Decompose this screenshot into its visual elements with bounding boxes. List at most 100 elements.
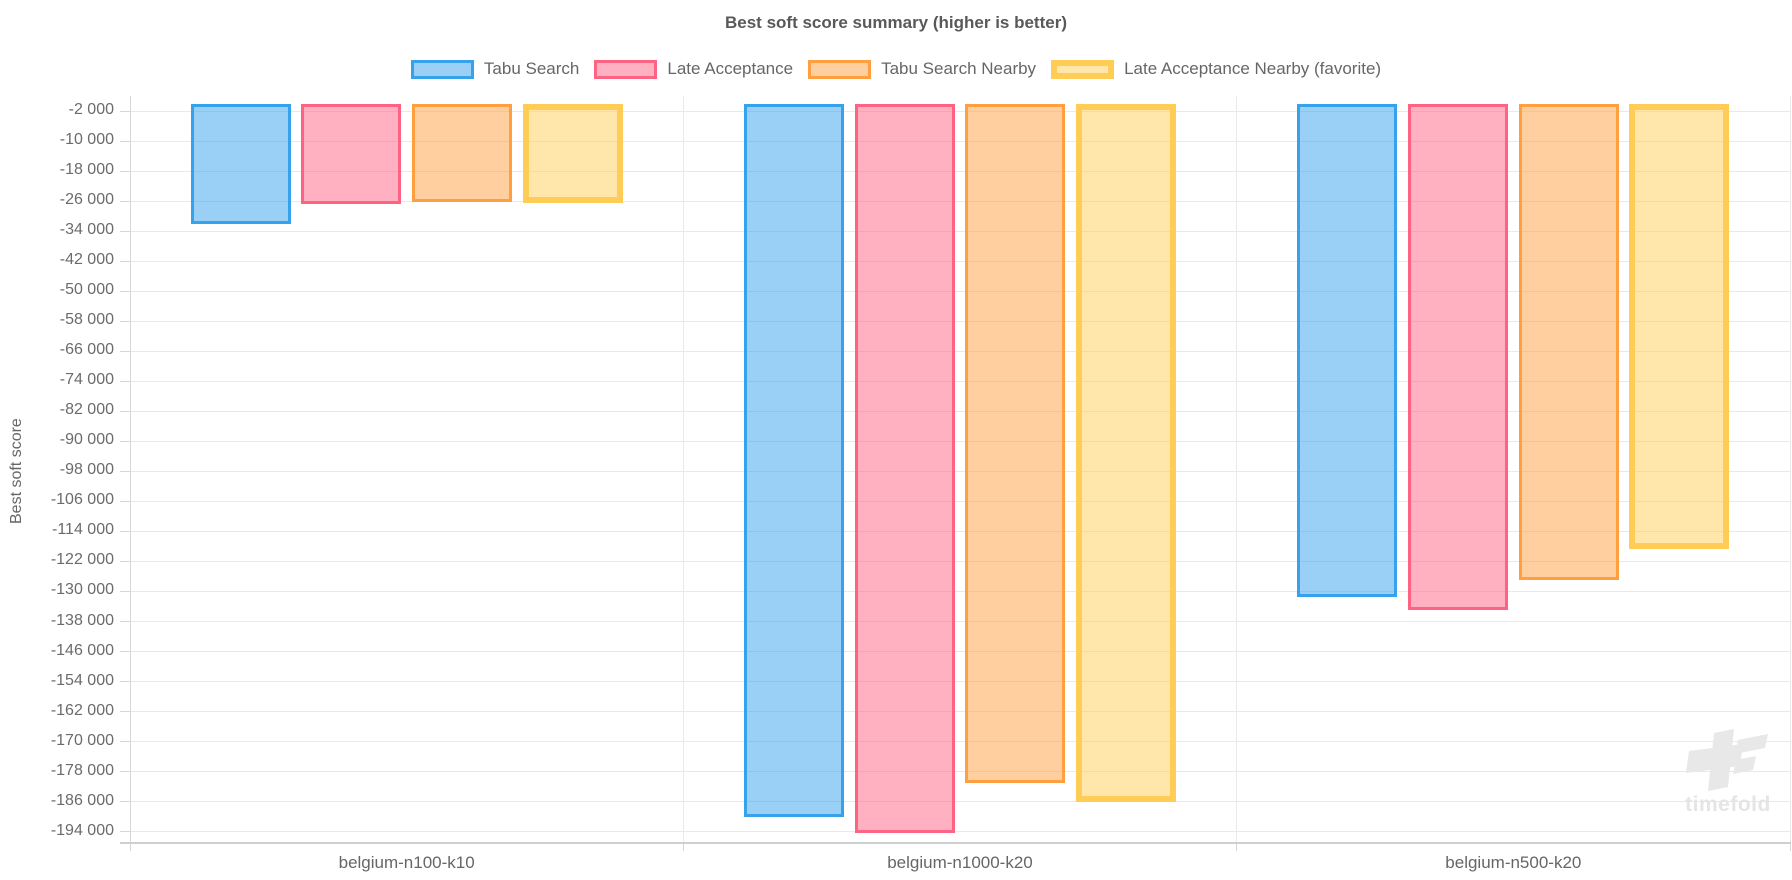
chart-title: Best soft score summary (higher is bette… — [725, 13, 1067, 32]
y-tick-mark — [120, 320, 130, 322]
y-tick-mark — [120, 621, 130, 623]
x-gridline — [1789, 96, 1791, 843]
y-tick-mark — [120, 831, 130, 833]
bar-late-acceptance-belgium-n100-k10[interactable] — [301, 103, 402, 205]
y-tick-label: -186 000 — [50, 791, 114, 809]
y-tick-label: -66 000 — [59, 341, 114, 359]
y-tick-mark — [120, 170, 130, 172]
y-tick-mark — [120, 590, 130, 592]
x-tick-mark — [1789, 843, 1791, 851]
y-tick-label: -106 000 — [50, 491, 114, 509]
y-tick-label: -74 000 — [59, 371, 114, 389]
x-category-label: belgium-n500-k20 — [1445, 853, 1582, 872]
bar-tabu-search-nearby-belgium-n100-k10[interactable] — [412, 103, 512, 202]
y-tick-label: -50 000 — [59, 281, 114, 299]
legend-item-late-acceptance[interactable]: Late Acceptance — [594, 59, 793, 79]
plot-area: -2 000 -10 000 -18 000 -26 000 -34 000 -42 00… — [51, 96, 1791, 872]
y-tick-label: -130 000 — [50, 581, 114, 599]
x-gridline — [1236, 96, 1238, 843]
y-tick-mark — [120, 380, 130, 382]
y-gridline — [130, 590, 1790, 592]
y-gridline — [130, 170, 1790, 172]
y-tick-label: -2 000 — [68, 101, 114, 118]
y-tick-label: -58 000 — [59, 311, 114, 329]
y-gridline — [130, 801, 1790, 803]
y-gridline — [130, 470, 1790, 472]
y-tick-mark — [120, 350, 130, 352]
y-gridline — [130, 500, 1790, 502]
bar-late-acceptance-belgium-n500-k20[interactable] — [1408, 103, 1508, 610]
x-tick-mark — [682, 843, 684, 851]
legend-swatch — [808, 59, 872, 79]
y-gridline — [130, 110, 1790, 112]
y-gridline — [130, 380, 1790, 382]
y-tick-label: -194 000 — [50, 821, 114, 839]
y-tick-mark — [120, 771, 130, 773]
y-tick-mark — [120, 470, 130, 472]
y-gridline — [130, 320, 1790, 322]
x-tick-mark — [129, 843, 131, 851]
y-tick-mark — [120, 110, 130, 112]
y-tick-label: -34 000 — [59, 221, 114, 239]
bar-tabu-search-belgium-n500-k20[interactable] — [1297, 103, 1398, 597]
y-axis-line — [129, 96, 131, 843]
y-gridline — [130, 681, 1790, 683]
y-gridline — [130, 410, 1790, 412]
y-gridline — [130, 771, 1790, 773]
bar-late-acceptance-nearby-favorite-belgium-n1000-k20[interactable] — [1076, 103, 1176, 803]
y-tick-mark — [120, 140, 130, 142]
y-tick-mark — [120, 711, 130, 713]
y-gridline — [130, 530, 1790, 532]
y-tick-label: -154 000 — [50, 671, 114, 689]
y-tick-label: -178 000 — [50, 761, 114, 779]
y-tick-label: -26 000 — [59, 191, 114, 209]
y-gridline — [130, 711, 1790, 713]
legend: Tabu Search Late Acceptance Tabu Search Ne… — [0, 59, 1792, 79]
legend-item-late-acceptance-nearby-favorite[interactable]: Late Acceptance Nearby (favorite) — [1051, 59, 1381, 79]
bar-late-acceptance-nearby-favorite-belgium-n500-k20[interactable] — [1629, 103, 1730, 550]
y-gridline — [130, 200, 1790, 202]
y-tick-label: -138 000 — [50, 611, 114, 629]
y-tick-label: -146 000 — [50, 641, 114, 659]
y-tick-mark — [120, 410, 130, 412]
legend-swatch — [594, 59, 658, 79]
y-gridline — [130, 560, 1790, 562]
x-axis-line — [120, 842, 1791, 844]
x-gridline — [682, 96, 684, 843]
x-category-label: belgium-n100-k10 — [338, 853, 475, 872]
y-gridline — [130, 621, 1790, 623]
y-tick-mark — [120, 500, 130, 502]
legend-item-tabu-search-nearby[interactable]: Tabu Search Nearby — [808, 59, 1036, 79]
legend-label: Tabu Search Nearby — [881, 59, 1037, 78]
bar-late-acceptance-nearby-favorite-belgium-n100-k10[interactable] — [522, 103, 623, 203]
bar-late-acceptance-belgium-n1000-k20[interactable] — [854, 103, 955, 834]
legend-swatch — [410, 59, 474, 79]
legend-label: Late Acceptance Nearby (favorite) — [1124, 59, 1382, 78]
bar-tabu-search-belgium-n100-k10[interactable] — [190, 103, 291, 225]
legend-item-tabu-search[interactable]: Tabu Search — [410, 59, 580, 79]
bar-tabu-search-nearby-belgium-n500-k20[interactable] — [1518, 103, 1619, 581]
watermark-text: timefold — [1685, 793, 1771, 816]
x-category-label: belgium-n1000-k20 — [887, 853, 1033, 872]
y-tick-mark — [120, 440, 130, 442]
y-tick-mark — [120, 530, 130, 532]
y-gridline — [130, 350, 1790, 352]
y-tick-mark — [120, 200, 130, 202]
y-tick-mark — [120, 290, 130, 292]
bar-tabu-search-belgium-n1000-k20[interactable] — [744, 103, 844, 817]
y-tick-label: -10 000 — [59, 131, 114, 149]
y-tick-label: -122 000 — [50, 551, 114, 569]
y-tick-label: -42 000 — [59, 251, 114, 269]
y-tick-mark — [120, 801, 130, 803]
watermark: timefold — [1684, 727, 1772, 817]
y-tick-mark — [120, 560, 130, 562]
y-gridline — [130, 440, 1790, 442]
legend-swatch — [1051, 59, 1115, 79]
y-tick-label: -114 000 — [52, 521, 114, 539]
y-tick-label: -170 000 — [50, 731, 114, 749]
legend-label: Tabu Search — [483, 59, 580, 78]
bar-tabu-search-nearby-belgium-n1000-k20[interactable] — [965, 103, 1066, 783]
y-tick-mark — [120, 741, 130, 743]
y-gridline — [130, 230, 1790, 232]
